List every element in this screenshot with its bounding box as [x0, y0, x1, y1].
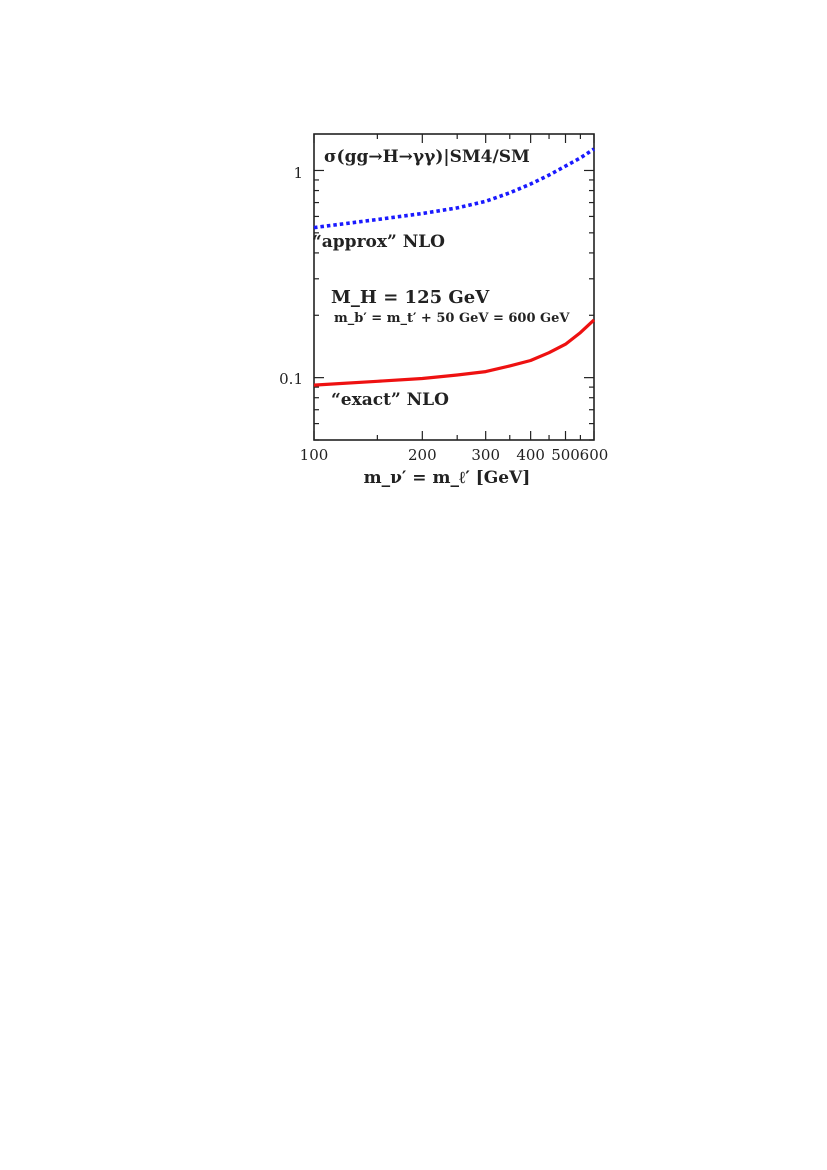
plot-frame	[313, 133, 595, 441]
x-tick-label-500: 500	[551, 446, 580, 464]
curves	[313, 147, 596, 387]
x-tick-label-200: 200	[408, 446, 437, 464]
approx-nlo-series-line	[313, 147, 595, 230]
chart-title: σ(gg→H→γγ)|SM4/SM	[324, 147, 530, 167]
y-tick-label-0.1: 0.1	[279, 370, 303, 388]
quark-mass-label: m_b′ = m_t′ + 50 GeV = 600 GeV	[334, 311, 570, 326]
exact-nlo-series-line	[313, 318, 596, 387]
x-tick-label-100: 100	[300, 446, 329, 464]
ticks	[313, 134, 595, 441]
higgs-mass-label: M_H = 125 GeV	[331, 287, 490, 308]
exact-nlo-label: “exact” NLO	[331, 390, 449, 410]
approx-nlo-label: “approx” NLO	[312, 232, 445, 252]
x-tick-label-400: 400	[516, 446, 545, 464]
x-tick-label-600: 600	[580, 446, 609, 464]
x-axis-label: m_ν′ = m_ℓ′ [GeV]	[364, 468, 531, 488]
x-tick-label-300: 300	[471, 446, 500, 464]
y-tick-label-1: 1	[293, 164, 303, 182]
